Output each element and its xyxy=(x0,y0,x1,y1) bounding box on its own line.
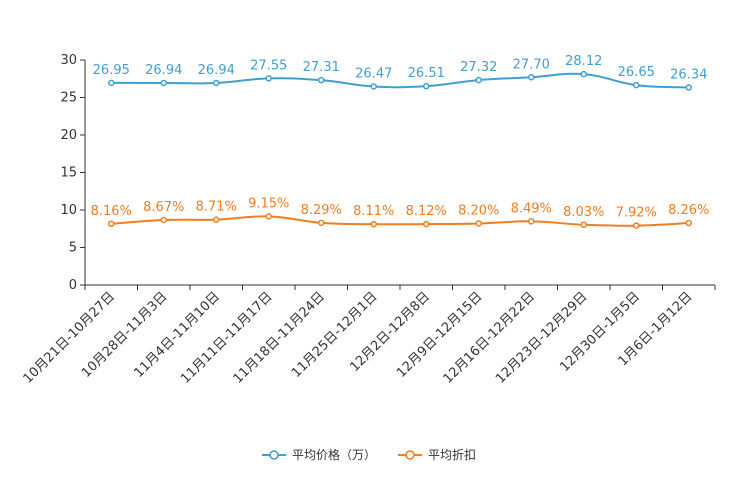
data-point-series-1[interactable] xyxy=(423,82,430,90)
series-line-2 xyxy=(111,215,689,227)
data-label-series-2: 8.29% xyxy=(301,203,342,218)
x-tick-label: 10月21日-10月27日 xyxy=(21,289,118,386)
data-label-series-1: 27.70 xyxy=(513,57,550,72)
data-label-series-1: 26.34 xyxy=(670,67,707,82)
data-point-series-1[interactable] xyxy=(580,70,587,78)
data-point-series-1[interactable] xyxy=(370,83,377,90)
x-tick-label: 12月23日-12月29日 xyxy=(493,289,590,386)
data-point-series-1[interactable] xyxy=(265,75,272,82)
data-label-series-1: 28.12 xyxy=(565,54,602,69)
legend-label: 平均折扣 xyxy=(428,447,476,462)
data-point-series-1[interactable] xyxy=(318,76,325,84)
data-label-series-1: 27.55 xyxy=(250,58,287,73)
legend-item-1[interactable]: 平均价格（万） xyxy=(262,447,376,462)
data-label-series-2: 8.03% xyxy=(563,205,604,220)
data-label-series-1: 27.31 xyxy=(303,60,340,75)
data-point-series-2[interactable] xyxy=(528,218,535,225)
data-point-series-1[interactable] xyxy=(528,74,535,81)
data-point-series-2[interactable] xyxy=(160,216,167,224)
legend-marker-icon xyxy=(269,450,279,460)
x-tick-label: 11月18日-11月24日 xyxy=(231,289,328,386)
data-label-series-2: 8.20% xyxy=(458,204,499,219)
data-label-series-2: 8.49% xyxy=(511,201,552,216)
data-point-series-1[interactable] xyxy=(475,76,482,84)
data-point-series-2[interactable] xyxy=(108,220,115,228)
data-label-series-1: 26.47 xyxy=(355,66,392,81)
data-label-series-2: 8.26% xyxy=(668,203,709,218)
data-label-series-2: 8.12% xyxy=(406,204,447,219)
data-label-series-1: 26.51 xyxy=(408,66,445,81)
data-point-series-2[interactable] xyxy=(213,216,220,223)
y-tick-label: 0 xyxy=(69,278,77,293)
data-label-series-1: 26.94 xyxy=(198,63,235,78)
y-tick-label: 15 xyxy=(60,166,77,181)
data-label-series-1: 26.65 xyxy=(618,65,655,80)
x-tick-label: 11月11日-11月17日 xyxy=(178,289,275,386)
data-label-series-2: 8.11% xyxy=(353,204,394,219)
data-point-series-1[interactable] xyxy=(160,79,167,87)
data-label-series-2: 9.15% xyxy=(248,196,289,211)
data-point-series-2[interactable] xyxy=(318,219,325,227)
data-point-series-1[interactable] xyxy=(685,84,692,91)
data-point-series-2[interactable] xyxy=(265,213,272,220)
y-tick-label: 10 xyxy=(60,203,77,218)
data-label-series-1: 27.32 xyxy=(460,60,497,75)
data-point-series-2[interactable] xyxy=(475,220,482,227)
y-tick-label: 25 xyxy=(60,91,77,106)
data-point-series-2[interactable] xyxy=(580,221,587,229)
data-label-series-1: 26.94 xyxy=(145,63,182,78)
data-point-series-1[interactable] xyxy=(633,81,640,89)
y-tick-label: 5 xyxy=(69,241,77,256)
y-tick-label: 30 xyxy=(60,53,77,68)
data-point-series-2[interactable] xyxy=(370,220,377,228)
legend-marker-icon xyxy=(405,450,415,460)
data-point-series-2[interactable] xyxy=(423,220,430,228)
data-label-series-2: 8.67% xyxy=(143,200,184,215)
y-tick-label: 20 xyxy=(60,128,77,143)
legend-label: 平均价格（万） xyxy=(292,447,376,462)
data-point-series-2[interactable] xyxy=(633,222,640,229)
data-label-series-2: 8.16% xyxy=(91,204,132,219)
data-point-series-2[interactable] xyxy=(685,219,692,227)
x-tick-label: 12月16日-12月22日 xyxy=(441,289,538,386)
data-point-series-1[interactable] xyxy=(108,79,115,87)
data-label-series-2: 7.92% xyxy=(616,206,657,221)
data-point-series-1[interactable] xyxy=(213,79,220,87)
series-line-1 xyxy=(111,72,689,89)
legend-item-2[interactable]: 平均折扣 xyxy=(398,447,476,462)
data-label-series-1: 26.95 xyxy=(93,63,130,78)
data-label-series-2: 8.71% xyxy=(196,200,237,215)
